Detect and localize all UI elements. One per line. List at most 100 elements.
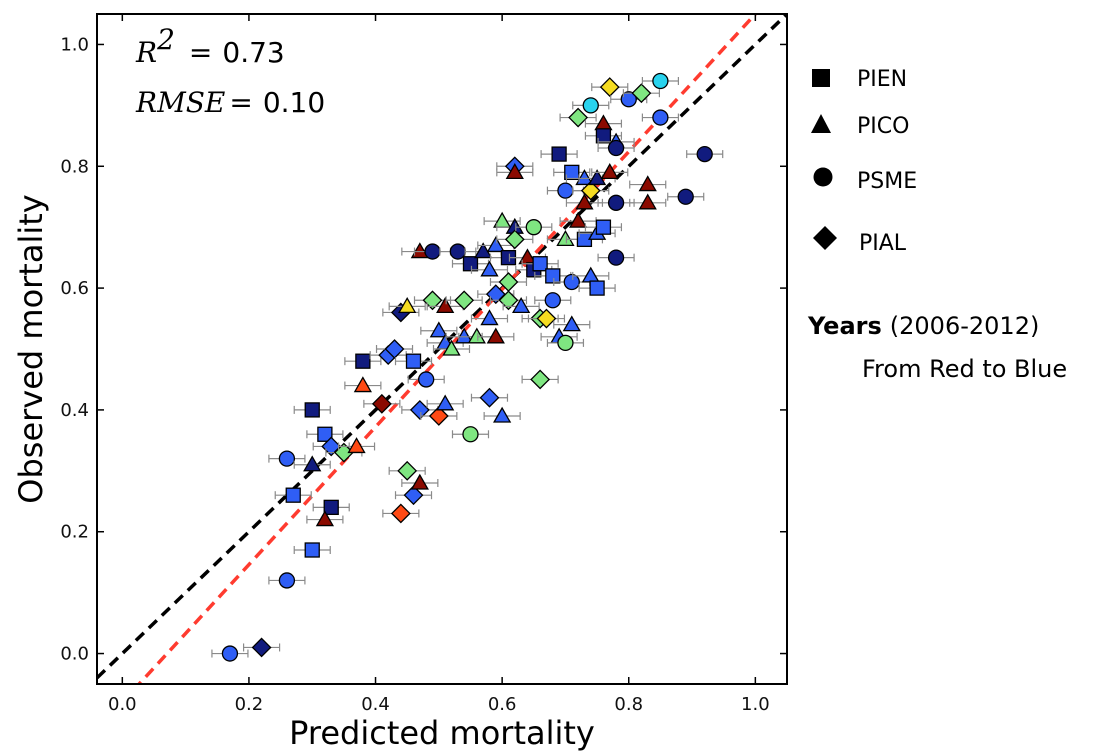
data-point <box>597 249 635 266</box>
data-point <box>578 280 616 296</box>
diamond-marker <box>536 308 557 329</box>
data-point <box>629 175 667 192</box>
circle-marker <box>557 334 574 352</box>
square-marker <box>304 542 320 558</box>
legend-label-psme: PSME <box>857 169 917 194</box>
x-tick-label: 0.4 <box>361 694 390 715</box>
x-axis-label: Predicted mortality <box>289 714 595 752</box>
years-range: (2006-2012) <box>890 312 1040 340</box>
data-point <box>312 499 350 516</box>
data-point <box>401 399 439 420</box>
r2-value: 0.73 <box>222 36 284 69</box>
rmse-annotation: RMSE = 0.10 <box>135 86 325 119</box>
circle-marker <box>582 97 599 114</box>
circle-marker <box>418 371 435 388</box>
triangle-marker <box>474 242 493 259</box>
circle-marker-icon <box>813 167 833 187</box>
data-point <box>426 394 464 411</box>
triangle-marker <box>467 327 486 344</box>
data-point <box>293 542 331 558</box>
data-point <box>407 371 445 388</box>
data-point <box>521 369 559 390</box>
data-point <box>306 510 344 527</box>
triangle-marker <box>429 321 448 338</box>
data-point <box>483 406 521 423</box>
legend: PIEN PICO PSME PIAL Years (2006-2012) Fro… <box>807 67 1067 383</box>
years-subtitle: From Red to Blue <box>862 355 1067 383</box>
data-point <box>527 308 566 329</box>
square-marker <box>285 487 301 503</box>
triangle-marker <box>436 297 455 314</box>
data-point <box>363 393 401 414</box>
square-marker <box>317 426 333 442</box>
data-point <box>572 97 610 114</box>
diamond-marker <box>504 229 525 250</box>
diamond-marker <box>397 460 418 481</box>
triangle-marker <box>442 339 461 356</box>
triangle-marker <box>315 510 335 527</box>
triangle-marker <box>493 406 512 423</box>
plot-frame <box>96 13 788 685</box>
data-point <box>432 339 471 356</box>
r2-symbol: R <box>135 36 157 69</box>
triangle-marker <box>455 327 474 344</box>
circle-marker <box>525 219 542 236</box>
square-marker <box>532 256 548 272</box>
triangle-marker <box>512 297 531 314</box>
y-tick-label: 0.2 <box>60 522 89 543</box>
x-tick-label: 1.0 <box>741 694 770 715</box>
data-point <box>553 315 591 332</box>
triangle-marker <box>480 309 499 326</box>
triangle-marker <box>638 193 657 210</box>
circle-marker <box>620 91 637 108</box>
years-title-bold: Years <box>807 312 882 340</box>
triangle-marker <box>398 297 417 314</box>
data-point <box>641 109 679 126</box>
triangle-marker <box>505 163 524 180</box>
data-point <box>622 83 661 104</box>
diamond-marker <box>631 83 652 104</box>
y-tick-label: 1.0 <box>60 34 89 55</box>
data-point <box>686 145 724 163</box>
y-tick-label: 0.6 <box>60 278 89 299</box>
square-marker <box>551 146 567 162</box>
triangle-marker <box>353 376 372 393</box>
data-point <box>337 437 376 454</box>
triangle-marker <box>436 394 455 411</box>
legend-entry-pien: PIEN <box>812 67 907 92</box>
x-axis-ticks: 0.0 0.2 0.4 0.6 0.8 1.0 <box>108 14 770 715</box>
rmse-value: 0.10 <box>263 86 325 119</box>
diamond-marker <box>428 406 449 426</box>
data-point <box>375 339 414 359</box>
circle-marker <box>563 273 580 291</box>
diamond-marker <box>599 77 620 98</box>
data-point <box>394 353 433 369</box>
triangle-marker <box>556 230 575 247</box>
data-point <box>274 487 312 503</box>
red-dashed-reference-line <box>136 14 758 684</box>
triangle-marker <box>600 163 619 180</box>
y-tick-label: 0.4 <box>60 400 89 421</box>
data-point <box>293 455 331 472</box>
diamond-marker <box>251 637 272 658</box>
data-point <box>565 169 604 186</box>
diamond-marker-icon <box>813 226 837 250</box>
y-tick-label: 0.8 <box>60 156 89 177</box>
data-point <box>540 146 578 162</box>
diamond-marker <box>580 180 601 201</box>
circle-marker <box>696 145 713 163</box>
data-point <box>268 572 306 589</box>
diamond-marker <box>390 503 411 524</box>
data-point <box>401 473 439 490</box>
circle-marker <box>607 139 625 157</box>
data-point <box>388 460 426 481</box>
diamond-marker <box>530 369 551 390</box>
triangle-marker <box>347 437 366 454</box>
x-tick-label: 0.2 <box>235 694 264 715</box>
circle-marker <box>652 72 669 90</box>
square-marker <box>595 219 612 235</box>
data-point <box>591 163 629 180</box>
circle-marker <box>557 182 574 199</box>
diamond-marker <box>454 290 475 311</box>
